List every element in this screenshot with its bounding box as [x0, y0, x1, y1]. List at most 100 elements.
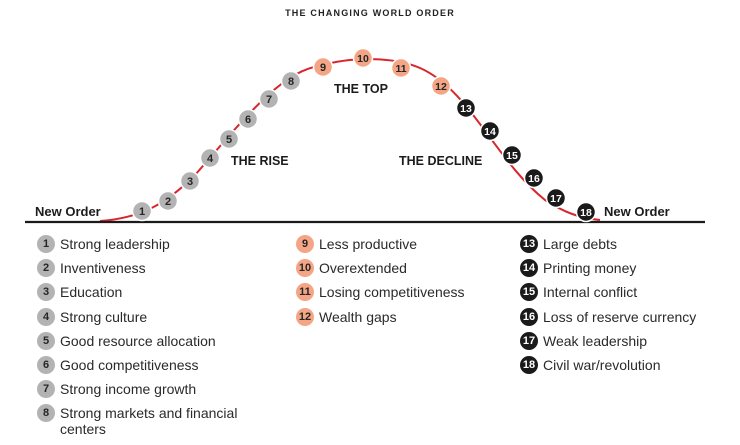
legend-item-8: 8 Strong markets and financial centers [37, 404, 277, 438]
legend-number-badge: 12 [296, 307, 314, 326]
stage-marker-number: 10 [357, 53, 369, 65]
stage-marker-circle [352, 47, 374, 69]
legend-label: Strong culture [60, 308, 148, 325]
legend-column-top: 9 Less productive 10 Overextended 11 Losing c… [296, 235, 516, 333]
stage-marker-circle [218, 128, 240, 150]
stage-marker-circle [312, 56, 334, 78]
stage-marker-13: 13 [455, 97, 477, 119]
legend-item-5: 5 Good resource allocation [37, 331, 277, 350]
legend-item-18: 18 Civil war/revolution [520, 355, 730, 374]
stage-marker-6: 6 [237, 108, 259, 130]
stage-marker-circle [258, 88, 280, 110]
stage-marker-number: 1 [139, 206, 145, 218]
legend-label: Loss of reserve currency [543, 308, 697, 325]
stage-marker-circle [479, 120, 501, 142]
stage-marker-10: 10 [352, 47, 374, 69]
stage-marker-circle [523, 167, 545, 189]
stage-marker-4: 4 [199, 147, 221, 169]
legend-label: Civil war/revolution [543, 356, 661, 373]
stage-marker-1: 1 [131, 200, 153, 222]
stage-marker-circle [390, 57, 412, 79]
legend-item-7: 7 Strong income growth [37, 380, 277, 399]
stage-marker-circle [501, 144, 523, 166]
stage-marker-number: 15 [506, 150, 518, 162]
stage-marker-number: 18 [580, 207, 592, 219]
legend-label: Strong income growth [60, 381, 197, 398]
the-decline-label: THE DECLINE [399, 154, 483, 168]
legend-number-badge: 7 [37, 380, 55, 399]
legend-label: Strong markets and financial centers [60, 405, 238, 438]
stage-marker-15: 15 [501, 144, 523, 166]
stage-marker-12: 12 [430, 75, 452, 97]
stage-marker-18: 18 [575, 201, 597, 223]
new-order-left-label: New Order [35, 204, 101, 219]
legend-label: Wealth gaps [319, 308, 397, 325]
stage-marker-number: 17 [550, 193, 562, 205]
the-top-label: THE TOP [334, 82, 388, 96]
new-order-right-label: New Order [604, 204, 670, 219]
stage-marker-9: 9 [312, 56, 334, 78]
legend-number-badge: 4 [37, 307, 55, 326]
legend-label: Printing money [543, 260, 637, 277]
legend-column-decline: 13 Large debts 14 Printing money 15 Internal … [520, 235, 730, 381]
stage-marker-16: 16 [523, 167, 545, 189]
legend-item-4: 4 Strong culture [37, 307, 277, 326]
stage-marker-circle [199, 147, 221, 169]
stage-marker-17: 17 [545, 187, 567, 209]
legend-label: Strong leadership [60, 236, 170, 252]
legend-label: Losing competitiveness [319, 284, 465, 301]
legend-label: Good competitiveness [60, 356, 199, 373]
legend-item-10: 10 Overextended [296, 259, 516, 278]
legend-label: Good resource allocation [60, 332, 216, 349]
stage-marker-number: 9 [320, 62, 326, 74]
legend-item-2: 2 Inventiveness [37, 259, 277, 278]
the-rise-label: THE RISE [231, 154, 289, 168]
stage-marker-number: 13 [460, 103, 472, 115]
legend-number-badge: 13 [520, 235, 538, 253]
stage-marker-circle [157, 190, 179, 212]
legend-item-6: 6 Good competitiveness [37, 355, 277, 374]
stage-marker-number: 2 [165, 196, 171, 208]
diagram-title: THE CHANGING WORLD ORDER [285, 8, 455, 18]
legend-number-badge: 1 [37, 235, 55, 253]
stage-marker-7: 7 [258, 88, 280, 110]
legend-item-1: 1 Strong leadership [37, 235, 277, 253]
legend-label: Weak leadership [543, 332, 648, 349]
legend-item-16: 16 Loss of reserve currency [520, 307, 730, 326]
legend-label: Inventiveness [60, 260, 146, 277]
legend-number-badge: 18 [520, 355, 538, 374]
legend-column-rise: 1 Strong leadership 2 Inventiveness 3 Educati… [37, 235, 277, 445]
stage-marker-circle [430, 75, 452, 97]
legend-item-13: 13 Large debts [520, 235, 730, 253]
stage-marker-number: 8 [288, 76, 294, 88]
legend-label: Large debts [543, 236, 617, 252]
stage-marker-number: 5 [226, 134, 232, 146]
stage-marker-2: 2 [157, 190, 179, 212]
legend-item-3: 3 Education [37, 283, 277, 302]
legend-number-badge: 16 [520, 307, 538, 326]
legend-number-badge: 14 [520, 259, 538, 278]
stage-marker-circle [179, 170, 201, 192]
stage-marker-number: 14 [484, 126, 496, 138]
legend-number-badge: 9 [296, 235, 314, 253]
stage-marker-circle [545, 187, 567, 209]
stage-marker-number: 7 [266, 94, 272, 106]
legend-item-15: 15 Internal conflict [520, 283, 730, 302]
legend-label: Less productive [319, 236, 418, 252]
legend-item-14: 14 Printing money [520, 259, 730, 278]
stage-marker-8: 8 [280, 70, 302, 92]
stage-marker-14: 14 [479, 120, 501, 142]
legend-label: Education [60, 284, 123, 301]
legend-number-badge: 2 [37, 259, 55, 278]
stage-marker-number: 16 [528, 173, 540, 185]
stage-marker-circle [131, 200, 153, 222]
legend-number-badge: 6 [37, 355, 55, 374]
legend-item-17: 17 Weak leadership [520, 331, 730, 350]
stage-marker-circle [237, 108, 259, 130]
legend-item-9: 9 Less productive [296, 235, 516, 253]
legend-number-badge: 5 [37, 331, 55, 350]
stage-marker-5: 5 [218, 128, 240, 150]
legend-label: Overextended [319, 260, 407, 277]
stage-marker-number: 12 [435, 81, 447, 93]
